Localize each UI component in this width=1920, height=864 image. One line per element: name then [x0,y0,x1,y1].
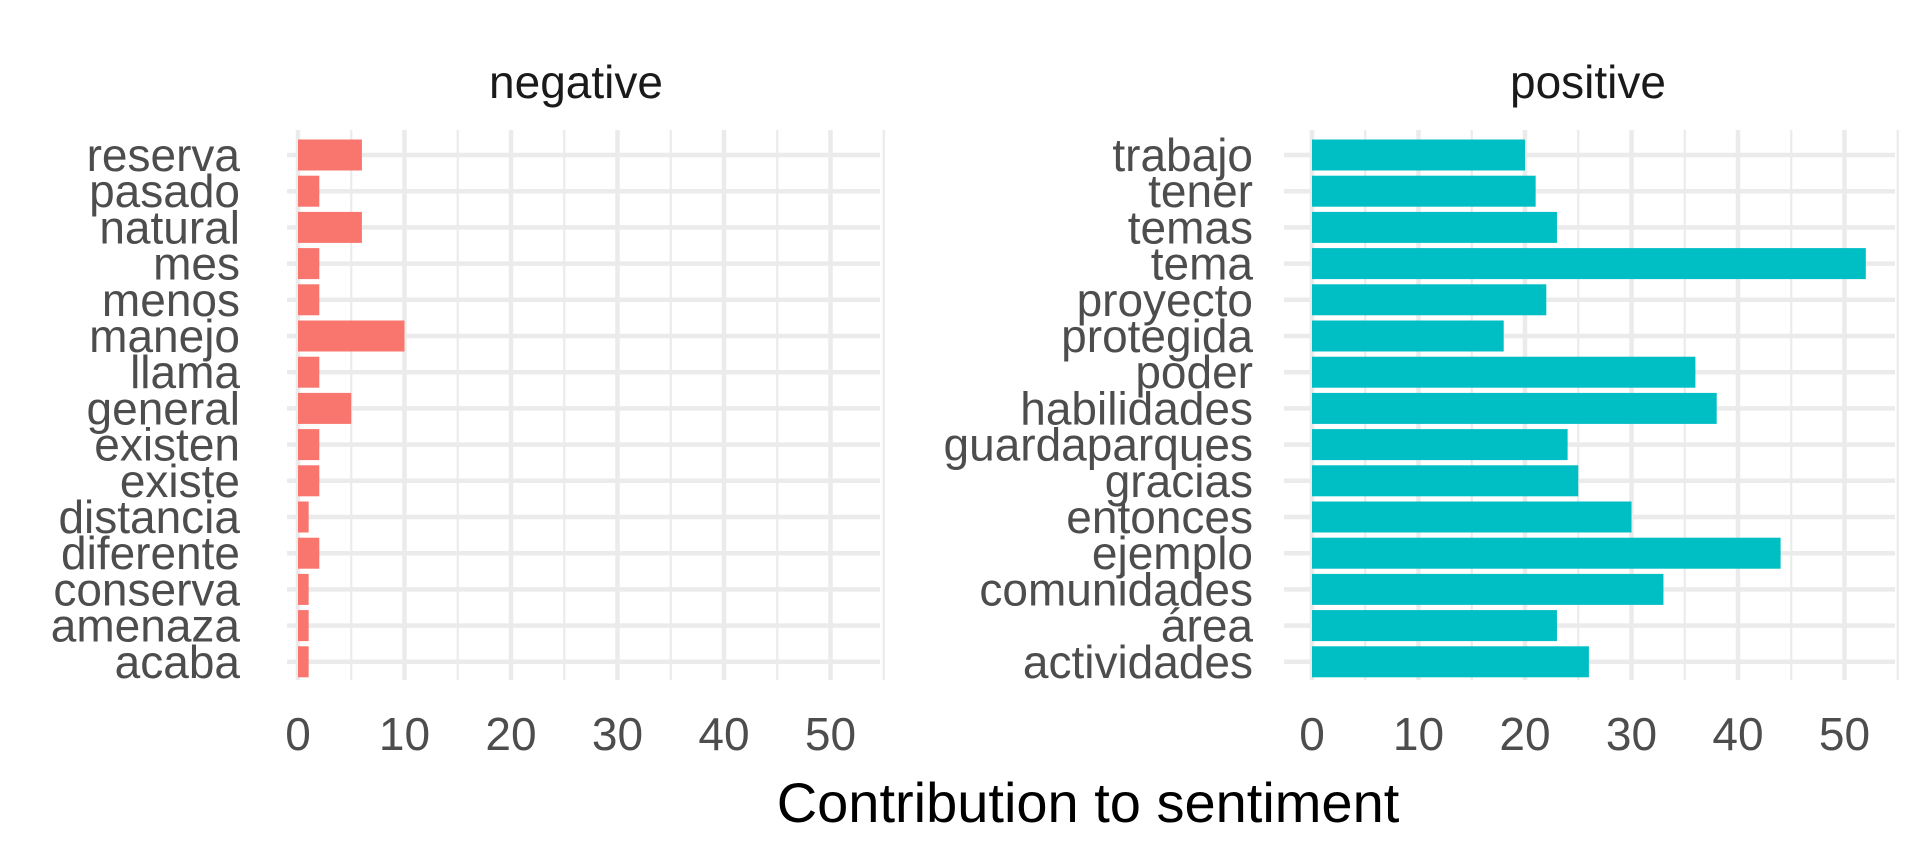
bar-positive [1312,356,1696,388]
bar-positive [1312,320,1504,352]
x-tick-label: 30 [1606,708,1657,760]
facet-title: positive [1510,56,1666,108]
panel-negative: negative reservapasadonaturalmesmenosmane… [51,56,885,760]
category-label: área [1161,600,1253,652]
panel-positive: positive trabajotenertemastemaproyectopro… [944,56,1899,760]
x-axis-title: Contribution to sentiment [777,771,1400,834]
bar-positive [1312,501,1632,533]
bar-negative [298,465,320,497]
category-label: proyecto [1077,274,1253,326]
x-tick-label: 50 [805,708,856,760]
x-tick-label: 10 [379,708,430,760]
category-label: existe [120,455,240,507]
x-tick-label: 0 [285,708,311,760]
category-label: trabajo [1112,129,1253,181]
bar-negative [298,573,309,605]
x-tick-label: 40 [698,708,749,760]
bar-positive [1312,429,1568,461]
category-label: manejo [89,310,240,362]
bar-negative [298,320,405,352]
category-label: distancia [58,491,240,543]
category-label: tema [1151,238,1254,290]
bar-negative [298,248,320,280]
category-label: acaba [115,636,241,688]
x-tick-label: 10 [1393,708,1444,760]
bar-negative [298,139,362,171]
bar-positive [1312,211,1557,243]
category-label: poder [1135,346,1253,398]
bar-positive [1312,537,1781,569]
category-label: pasado [89,165,240,217]
category-label: existen [94,419,240,471]
x-tick-label: 40 [1712,708,1763,760]
category-label: tener [1148,165,1253,217]
category-label: mes [153,238,240,290]
category-label: diferente [61,527,240,579]
bar-negative [298,610,309,642]
category-label: comunidades [979,563,1253,615]
category-label: protegida [1061,310,1253,362]
bar-negative [298,646,309,678]
bar-negative [298,501,309,533]
x-tick-label: 20 [485,708,536,760]
bar-negative [298,211,362,243]
category-label: entonces [1066,491,1253,543]
bar-positive [1312,139,1525,171]
x-tick-label: 0 [1299,708,1325,760]
bar-positive [1312,248,1866,280]
bar-positive [1312,175,1536,207]
category-label: habilidades [1020,382,1253,434]
bar-negative [298,392,352,424]
category-label: natural [99,201,240,253]
category-label: menos [102,274,240,326]
bar-positive [1312,610,1557,642]
category-label: llama [130,346,240,398]
bar-positive [1312,465,1579,497]
bar-negative [298,284,320,316]
category-label: gracias [1105,455,1253,507]
category-label: guardaparques [944,419,1253,471]
bar-negative [298,356,320,388]
bar-negative [298,175,320,207]
bar-negative [298,429,320,461]
category-label: conserva [53,563,240,615]
bar-negative [298,537,320,569]
category-label: amenaza [51,600,241,652]
bar-positive [1312,573,1664,605]
category-label: general [87,382,240,434]
bar-positive [1312,392,1717,424]
facet-title: negative [489,56,663,108]
category-label: ejemplo [1092,527,1253,579]
x-tick-label: 20 [1499,708,1550,760]
x-tick-label: 30 [592,708,643,760]
category-label: temas [1128,201,1253,253]
category-label: reserva [87,129,241,181]
bar-positive [1312,646,1589,678]
bar-positive [1312,284,1547,316]
category-label: actividades [1023,636,1253,688]
x-tick-label: 50 [1819,708,1870,760]
